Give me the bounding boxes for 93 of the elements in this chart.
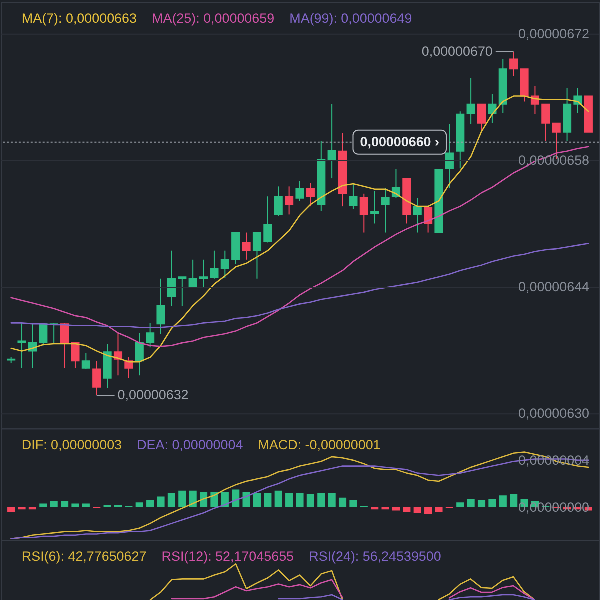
candlestick (370, 190, 380, 224)
bar (424, 507, 432, 514)
candlestick (306, 182, 315, 208)
candlestick (488, 94, 497, 124)
candlestick (510, 51, 518, 77)
candlestick (124, 357, 134, 379)
bar (72, 504, 80, 508)
bar (264, 493, 272, 508)
candlestick (188, 259, 198, 288)
annotation: MACD: -0,00000001 (258, 438, 381, 453)
annotation: 0,00000632 (118, 387, 189, 402)
candlestick (39, 322, 48, 346)
candlestick (242, 232, 251, 260)
candlestick (167, 250, 176, 306)
bar (328, 493, 336, 508)
bar (18, 507, 26, 510)
bar (414, 507, 422, 514)
bar (40, 504, 48, 508)
candlestick (92, 360, 102, 396)
text: MA(7): 0,00000663 (22, 10, 137, 26)
bar (114, 504, 122, 508)
bar (306, 494, 314, 508)
bar (221, 492, 229, 508)
candlestick (360, 193, 368, 234)
bar (232, 490, 240, 508)
bar (200, 492, 208, 508)
y-tick-label: 0,00000658 (518, 152, 590, 168)
text: RSI(6): 42,77650627 (22, 549, 147, 564)
candlestick (445, 124, 454, 189)
candlestick (156, 278, 166, 335)
candlestick (285, 186, 294, 216)
candlestick (274, 186, 283, 218)
candlestick (71, 342, 80, 369)
bar (296, 493, 304, 508)
bar (104, 504, 112, 508)
candlestick (210, 250, 219, 280)
candlestick (466, 78, 476, 125)
candlestick (60, 322, 70, 369)
bar (488, 499, 496, 508)
candlestick (199, 259, 208, 288)
bar (467, 499, 475, 508)
bar (318, 493, 326, 508)
bar (60, 501, 69, 508)
bar (253, 493, 262, 508)
candlestick (296, 180, 304, 202)
candlestick (252, 232, 262, 280)
bar (382, 507, 390, 510)
candlestick (477, 104, 486, 132)
y-tick-label: 0,00000630 (518, 406, 590, 422)
bar (274, 490, 282, 508)
bar (286, 493, 294, 508)
bar (338, 498, 347, 508)
bar (435, 507, 443, 512)
text: MA(25): 0,00000659 (152, 10, 275, 26)
candlestick (349, 183, 358, 210)
bar (403, 507, 411, 512)
candlestick (18, 322, 26, 369)
candlestick (82, 352, 90, 370)
candlestick (220, 250, 230, 278)
text: RSI(24): 56,24539500 (309, 549, 442, 564)
candlestick (146, 322, 155, 348)
ref-line-label: 0,00000660 › (360, 134, 440, 150)
series-label: RSI(12): 52,17045655 (162, 549, 294, 564)
candlestick (413, 198, 422, 234)
annotation: 0,00000670 (422, 44, 493, 59)
bar (456, 502, 464, 508)
bar (157, 496, 165, 508)
candlestick (381, 188, 390, 234)
text: DEA: 0,00000004 (137, 438, 244, 453)
candlestick (542, 104, 550, 142)
text: MA(99): 0,00000649 (290, 10, 412, 26)
bar (499, 496, 507, 508)
bar (168, 493, 176, 508)
bar (50, 501, 58, 508)
y-tick-label: 0,00000672 (518, 26, 590, 42)
bar (392, 507, 400, 511)
y-tick-label: 0,00000644 (518, 280, 590, 294)
candlestick (264, 196, 272, 244)
bar (146, 500, 154, 508)
bar (8, 507, 16, 512)
candlestick (135, 332, 144, 376)
bar (82, 504, 90, 508)
candlestick (178, 276, 187, 306)
bar (350, 500, 358, 508)
bar (178, 490, 186, 508)
candlestick (424, 206, 433, 234)
bar (189, 490, 197, 508)
candlestick (328, 104, 336, 180)
bar (478, 500, 486, 508)
bar (136, 502, 144, 508)
bar (510, 494, 518, 508)
bar (242, 492, 250, 508)
text: DIF: 0,00000003 (22, 438, 122, 453)
